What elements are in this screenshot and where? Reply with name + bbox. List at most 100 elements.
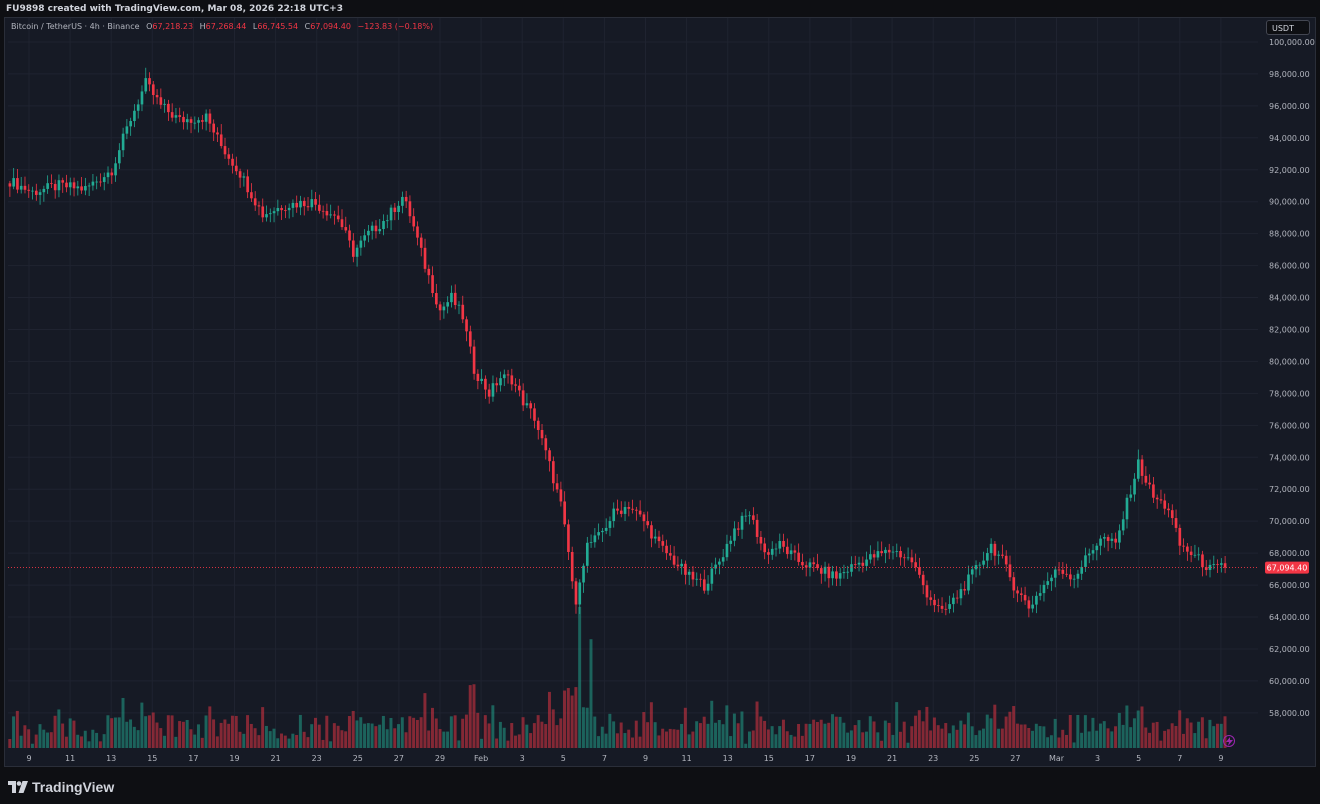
volume-bar [378,724,382,748]
candle-body [495,383,499,386]
candle-body [276,208,280,212]
candle-body [842,572,846,574]
price-tick-label: 74,000.00 [1269,453,1310,462]
time-tick-label: 13 [106,754,116,763]
candle-body [521,390,525,406]
volume-bar [774,734,778,748]
header-bar: FU9898 created with TradingView.com, Mar… [0,0,1320,18]
candle-body [1099,538,1102,546]
volume-bar [921,721,925,748]
price-tick-label: 82,000.00 [1269,325,1310,334]
volume-bar [785,731,789,748]
candle-body [518,385,521,391]
volume-bar [196,724,200,748]
candle-body [597,532,600,536]
volume-bar [536,715,540,748]
volume-bar [959,720,963,748]
volume-bar [125,721,129,748]
open-value: 67,218.23 [152,22,194,31]
time-tick-label: 11 [65,754,75,763]
candle-body [778,541,782,549]
volume-bar [144,716,148,748]
candle-body [1103,537,1106,539]
candle-body [714,564,717,569]
volume-bar [683,707,687,748]
volume-bar [208,706,212,748]
volume-bar [861,732,865,748]
candle-body [65,182,68,188]
candle-body [982,560,985,565]
volume-bar [181,721,185,748]
tradingview-logo[interactable]: TradingView [8,779,114,795]
candle-body [638,510,642,515]
candle-body [1016,590,1019,594]
candle-body [359,240,363,248]
candle-body [899,551,902,558]
time-tick-label: 25 [353,754,363,763]
candle-body [695,578,699,580]
volume-bar [446,731,450,748]
volume-bar [993,704,997,748]
candle-body [219,134,223,147]
volume-bar [461,718,465,748]
candle-body [1216,564,1219,565]
candle-body [1046,581,1050,585]
volume-bar [755,701,759,748]
candle-body [235,165,238,172]
candle-body [835,571,838,579]
volume-bar [800,735,804,748]
time-tick-label: 21 [271,754,281,763]
candle-body [453,292,457,306]
candle-body [853,564,857,565]
time-tick-label: 9 [643,754,648,763]
lightning-icon[interactable] [1223,735,1235,747]
volume-bar [1117,712,1121,748]
candle-body [759,536,763,544]
volume-bar [970,726,974,748]
candle-body [1035,595,1038,605]
volume-bar [8,739,12,748]
candle-body [193,122,197,124]
volume-bar [136,730,140,748]
volume-bar [1219,723,1223,748]
candle-body [129,121,132,127]
volume-bar [132,726,136,748]
time-tick-label: 21 [887,754,897,763]
candle-body [163,103,166,105]
volume-bar [642,712,646,748]
candle-body [1110,538,1114,541]
time-tick-label: 9 [1218,754,1223,763]
candle-body [480,378,483,381]
volume-bar [864,731,868,748]
volume-bar [849,730,853,748]
time-tick-label: 29 [435,754,445,763]
candle-body [257,205,261,207]
candle-body [552,461,555,484]
candle-body [416,226,419,238]
candle-body [574,581,578,605]
volume-bar [389,717,393,748]
candle-body [208,113,212,124]
candle-body [555,483,559,490]
volume-bar [940,728,944,748]
candle-body [676,564,680,567]
volume-bar [759,716,763,748]
candle-body [178,115,182,117]
volume-bar [261,707,265,748]
time-tick-label: 9 [26,754,31,763]
volume-bar [725,705,729,748]
volume-bar [325,715,329,748]
candle-body [706,583,710,591]
volume-bar [464,714,468,748]
candle-body [1170,510,1174,519]
volume-bar [929,730,933,748]
volume-bar [68,718,72,748]
volume-bar [121,697,125,748]
volume-bar [419,717,423,748]
volume-bar [204,715,208,748]
candle-body [1182,545,1185,547]
currency-button[interactable]: USDT [1266,20,1310,35]
volume-bar [657,735,661,748]
candle-body [748,515,751,517]
